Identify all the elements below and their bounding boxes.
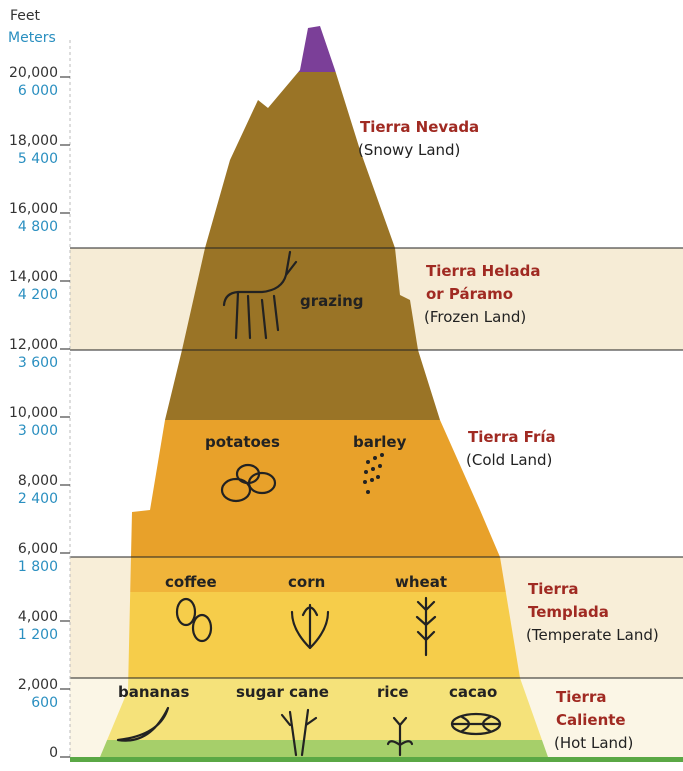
zone-name: Caliente bbox=[556, 711, 626, 729]
feet-tick-label: 0 bbox=[49, 745, 58, 761]
crop-label: potatoes bbox=[205, 433, 280, 451]
meters-tick-label: 5 400 bbox=[18, 151, 58, 167]
feet-tick-label: 2,000 bbox=[18, 677, 58, 693]
crop-label: coffee bbox=[165, 573, 217, 591]
altitude-diagram: Feet Meters 20,000 18,000 16,000 14,000 12,0… bbox=[0, 0, 683, 771]
feet-tick-label: 4,000 bbox=[18, 609, 58, 625]
feet-tick-label: 20,000 bbox=[9, 65, 58, 81]
meters-tick-label: 3 000 bbox=[18, 423, 58, 439]
meters-tick-label: 4 200 bbox=[18, 287, 58, 303]
zone-name: Tierra Nevada bbox=[360, 118, 479, 136]
meters-tick-label: 3 600 bbox=[18, 355, 58, 371]
meters-unit: Meters bbox=[8, 30, 56, 46]
feet-tick-label: 6,000 bbox=[18, 541, 58, 557]
crop-label: grazing bbox=[300, 292, 364, 310]
meters-tick-label: 1 800 bbox=[18, 559, 58, 575]
crop-label: bananas bbox=[118, 683, 189, 701]
zone-name: Tierra bbox=[528, 580, 578, 598]
zone-name: Tierra Fría bbox=[468, 428, 556, 446]
crop-label: wheat bbox=[395, 573, 447, 591]
zone-english: (Cold Land) bbox=[466, 451, 552, 469]
feet-tick-label: 14,000 bbox=[9, 269, 58, 285]
feet-tick-label: 18,000 bbox=[9, 133, 58, 149]
meters-tick-label: 600 bbox=[31, 695, 58, 711]
zone-english: (Hot Land) bbox=[554, 734, 633, 752]
feet-tick-label: 8,000 bbox=[18, 473, 58, 489]
crop-label: rice bbox=[377, 683, 409, 701]
zone-name: Templada bbox=[528, 603, 609, 621]
feet-tick-label: 16,000 bbox=[9, 201, 58, 217]
ground bbox=[70, 757, 683, 762]
zone-name: or Páramo bbox=[426, 285, 513, 303]
meters-tick-label: 1 200 bbox=[18, 627, 58, 643]
meters-tick-label: 2 400 bbox=[18, 491, 58, 507]
crop-label: cacao bbox=[449, 683, 497, 701]
meters-tick-label: 6 000 bbox=[18, 83, 58, 99]
meters-tick-label: 4 800 bbox=[18, 219, 58, 235]
zone-name: Tierra bbox=[556, 688, 606, 706]
crop-label: barley bbox=[353, 433, 407, 451]
zone-name: Tierra Helada bbox=[426, 262, 541, 280]
feet-unit: Feet bbox=[10, 8, 41, 24]
zone-english: (Temperate Land) bbox=[526, 626, 659, 644]
crop-label: corn bbox=[288, 573, 325, 591]
crop-label: sugar cane bbox=[236, 683, 329, 701]
zone-english: (Snowy Land) bbox=[358, 141, 460, 159]
feet-tick-label: 10,000 bbox=[9, 405, 58, 421]
feet-tick-label: 12,000 bbox=[9, 337, 58, 353]
zone-english: (Frozen Land) bbox=[424, 308, 526, 326]
